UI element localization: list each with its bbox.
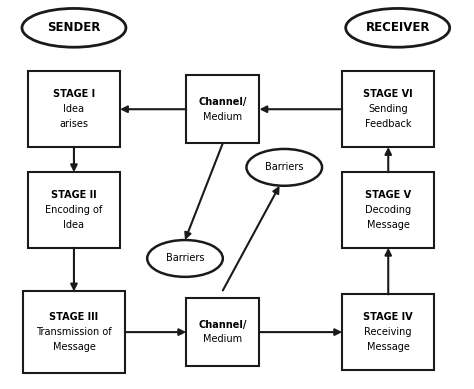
Ellipse shape <box>246 149 322 186</box>
Text: RECEIVER: RECEIVER <box>365 21 430 34</box>
FancyBboxPatch shape <box>342 72 434 147</box>
Text: Encoding of: Encoding of <box>46 205 102 215</box>
FancyBboxPatch shape <box>28 172 120 248</box>
Text: STAGE VI: STAGE VI <box>364 89 413 100</box>
Text: STAGE IV: STAGE IV <box>364 312 413 322</box>
Text: Message: Message <box>367 220 410 230</box>
Text: STAGE I: STAGE I <box>53 89 95 100</box>
Text: SENDER: SENDER <box>47 21 100 34</box>
Text: Message: Message <box>367 342 410 352</box>
Ellipse shape <box>346 9 450 47</box>
FancyBboxPatch shape <box>342 294 434 370</box>
Text: Idea: Idea <box>64 220 84 230</box>
Text: Receiving: Receiving <box>365 327 412 337</box>
FancyBboxPatch shape <box>28 72 120 147</box>
Text: Decoding: Decoding <box>365 205 411 215</box>
FancyBboxPatch shape <box>186 75 259 143</box>
Text: STAGE V: STAGE V <box>365 190 411 200</box>
Text: Message: Message <box>53 342 95 352</box>
Text: Medium: Medium <box>203 335 242 345</box>
Text: Barriers: Barriers <box>166 254 204 263</box>
FancyBboxPatch shape <box>23 291 125 373</box>
Text: STAGE II: STAGE II <box>51 190 97 200</box>
Text: Sending: Sending <box>368 104 408 114</box>
FancyBboxPatch shape <box>342 172 434 248</box>
Text: Channel/: Channel/ <box>199 320 247 330</box>
Text: Transmission of: Transmission of <box>36 327 112 337</box>
Text: STAGE III: STAGE III <box>49 312 99 322</box>
Text: Idea: Idea <box>64 104 84 114</box>
FancyBboxPatch shape <box>186 298 259 366</box>
Text: Barriers: Barriers <box>265 162 303 172</box>
Text: Feedback: Feedback <box>365 119 411 129</box>
Ellipse shape <box>22 9 126 47</box>
Text: Medium: Medium <box>203 112 242 122</box>
Text: arises: arises <box>59 119 89 129</box>
Ellipse shape <box>147 240 223 277</box>
Text: Channel/: Channel/ <box>199 97 247 107</box>
